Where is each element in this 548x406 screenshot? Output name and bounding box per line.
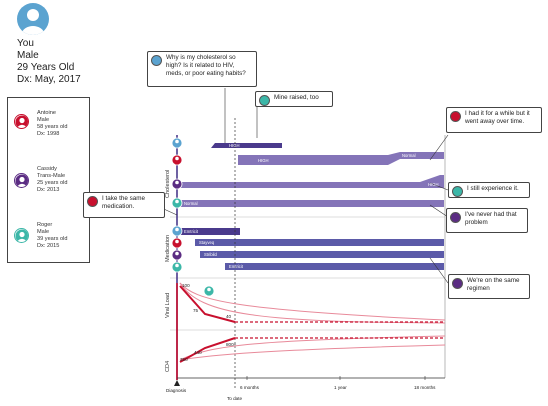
bubble-text: I've never had that problem <box>465 211 517 226</box>
x-label-to-date: To date <box>227 396 243 401</box>
spine-avatar-roger <box>171 197 183 209</box>
bar-label-med-antoine: Stayveq <box>199 240 215 245</box>
x-label-18-months: 18 months <box>414 385 436 390</box>
user-diagnosis-date: Dx: May, 2017 <box>17 74 81 85</box>
user-avatar[interactable] <box>17 3 49 35</box>
peer-sex-cassidy: Trans-Male <box>37 173 66 179</box>
bar-label-normal-antoine: Normal <box>402 153 416 158</box>
bubble-text: I still experience it. <box>467 185 519 192</box>
connector-line <box>429 182 449 191</box>
x-label-diagnosis: Diagnosis <box>166 388 187 393</box>
peer-sex-antoine: Male <box>37 117 50 123</box>
avatar-icon <box>452 186 463 197</box>
avatar-icon <box>450 212 461 223</box>
peer-age-antoine: 58 years old <box>37 124 68 130</box>
connector-line <box>429 134 449 161</box>
cd4-curve-you <box>179 337 236 363</box>
medication-bar-roger <box>225 263 444 270</box>
spine-avatar-antoine-med <box>171 237 183 249</box>
medication-bar-cassidy <box>200 251 444 258</box>
peer-dx-roger: Dx: 2015 <box>37 243 60 249</box>
bubble-same-medication[interactable]: I take the same medication. <box>83 192 165 218</box>
viral-load-curve-you <box>179 285 236 323</box>
cd4-value-end: 800+ <box>226 342 237 347</box>
spine-avatar-you-med <box>171 225 183 237</box>
avatar-icon <box>259 95 270 106</box>
connector-line <box>429 204 449 218</box>
peers-panel <box>7 97 90 263</box>
person-icon <box>21 9 45 35</box>
cd4-curve-peer <box>179 335 446 361</box>
diagnosis-marker <box>174 380 180 386</box>
cholesterol-bar-you <box>211 143 282 148</box>
cd4-curve-peer-2 <box>179 344 446 361</box>
section-label-medication: Medication <box>165 234 171 262</box>
bar-label-high-cassidy: HIGH <box>428 182 439 187</box>
bubble-same-regimen[interactable]: We're on the same regimen <box>448 274 530 299</box>
spine-avatar-antoine <box>171 154 183 166</box>
viral-load-value-end: 40 <box>226 314 232 319</box>
section-label-cholesterol: Cholesterol <box>165 169 171 198</box>
connector-line <box>429 257 449 284</box>
medication-bar-you <box>180 228 240 235</box>
user-label: You <box>17 38 34 49</box>
cd4-value-peer: 440 <box>194 350 202 355</box>
medication-bar-antoine <box>195 239 444 246</box>
bar-label-med-roger: Emtricit <box>229 264 243 269</box>
bubble-still-experience[interactable]: I still experience it. <box>448 182 530 198</box>
bubble-had-it[interactable]: I had it for a while but it went away ov… <box>446 107 542 133</box>
bubble-never-had[interactable]: I've never had that problem <box>446 208 528 233</box>
cholesterol-bar-antoine <box>238 152 444 165</box>
spine-avatar-you <box>171 137 183 149</box>
section-label-cd4: CD4 <box>165 360 171 372</box>
bubble-text: I had it for a while but it went away ov… <box>465 110 530 125</box>
bar-label-normal-roger: Normal <box>184 201 198 206</box>
x-label-6-months: 6 months <box>240 385 259 390</box>
spine-avatar-roger-med <box>171 261 183 273</box>
bar-label-med-cassidy: Stribild <box>204 252 217 257</box>
viral-load-curve-peer <box>179 282 446 321</box>
spine-avatar-cassidy <box>171 178 183 190</box>
bubble-text: We're on the same regimen <box>467 277 520 292</box>
bubble-mine-raised[interactable]: Mine raised, too <box>255 91 333 107</box>
avatar-icon <box>87 196 98 207</box>
person-icon <box>15 174 28 187</box>
peer-avatar-roger[interactable] <box>14 228 29 243</box>
peer-age-cassidy: 25 years old <box>37 180 68 186</box>
peer-avatar-cassidy[interactable] <box>14 173 29 188</box>
viral-load-avatar-roger <box>203 285 215 297</box>
x-label-1-year: 1 year <box>334 385 347 390</box>
person-icon <box>15 229 28 242</box>
peer-dx-antoine: Dx: 1998 <box>37 131 60 137</box>
bubble-cholesterol-question[interactable]: Why is my cholesterol so high? Is it rel… <box>147 51 257 87</box>
bar-label-high-you: HIGH <box>229 143 240 148</box>
person-icon <box>15 115 28 128</box>
cholesterol-bar-cassidy <box>180 175 444 188</box>
viral-load-value-you: 100 <box>182 283 190 288</box>
viral-load-value-peer: 75 <box>193 308 199 313</box>
peer-avatar-antoine[interactable] <box>14 114 29 129</box>
bubble-text: I take the same medication. <box>102 195 146 210</box>
peer-name-antoine: Antoine <box>37 110 56 116</box>
peer-name-cassidy: Cassidy <box>37 166 57 172</box>
peer-name-roger: Roger <box>37 222 53 228</box>
bar-label-high-antoine: HIGH <box>258 158 269 163</box>
user-sex: Male <box>17 50 39 61</box>
avatar-icon <box>452 278 463 289</box>
bubble-text: Why is my cholesterol so high? Is it rel… <box>166 54 246 77</box>
user-age: 29 Years Old <box>17 62 75 73</box>
cholesterol-bar-roger <box>180 200 444 207</box>
peer-dx-cassidy: Dx: 2013 <box>37 187 60 193</box>
bubble-text: Mine raised, too <box>274 94 319 101</box>
avatar-icon <box>151 55 162 66</box>
spine-avatar-cassidy-med <box>171 249 183 261</box>
section-label-viral-load: Viral Load <box>165 292 171 318</box>
avatar-icon <box>450 111 461 122</box>
peer-sex-roger: Male <box>37 229 50 235</box>
peer-age-roger: 39 years old <box>37 236 68 242</box>
bar-label-med-you: Emtricit <box>184 229 198 234</box>
cd4-value-you: 350 <box>180 357 188 362</box>
